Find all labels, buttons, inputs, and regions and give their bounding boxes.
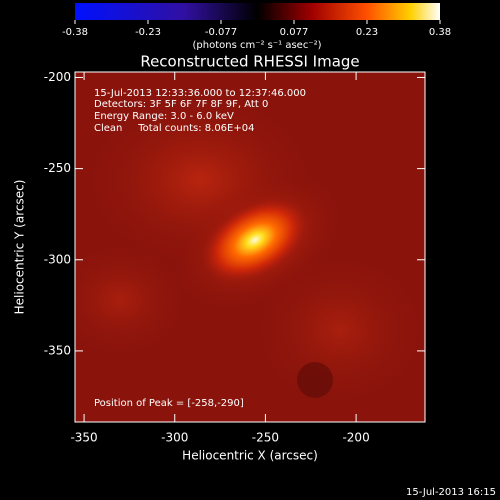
colorbar-tick-label: -0.38 xyxy=(62,27,88,38)
colorbar-tick-label: 0.38 xyxy=(429,27,451,38)
x-tick-label: -300 xyxy=(161,431,188,445)
y-tick-label: -300 xyxy=(44,252,71,266)
colorbar xyxy=(75,3,440,20)
chart-title: Reconstructed RHESSI Image xyxy=(140,53,359,71)
x-tick-label: -350 xyxy=(70,431,97,445)
image xyxy=(75,72,425,422)
y-axis-label: Heliocentric Y (arcsec) xyxy=(13,180,27,315)
colorbar-label: (photons cm⁻² s⁻¹ asec⁻²) xyxy=(192,40,321,51)
x-tick-label: -200 xyxy=(342,431,369,445)
y-tick-label: -200 xyxy=(44,70,71,84)
colorbar-tick-label: 0.23 xyxy=(356,27,378,38)
y-tick-label: -250 xyxy=(44,161,71,175)
plot-frame xyxy=(74,71,426,423)
y-tick-label: -350 xyxy=(44,343,71,357)
annotation: Clean Total counts: 8.06E+04 xyxy=(94,123,254,134)
colorbar-tick-label: -0.077 xyxy=(205,27,237,38)
annotation: Energy Range: 3.0 - 6.0 keV xyxy=(94,111,234,122)
x-tick-label: -250 xyxy=(252,431,279,445)
annotation: Detectors: 3F 5F 6F 7F 8F 9F, Att 0 xyxy=(94,99,268,110)
x-axis-label: Heliocentric X (arcsec) xyxy=(182,449,318,463)
annotation: 15-Jul-2013 12:33:36.000 to 12:37:46.000 xyxy=(94,88,306,99)
colorbar-tick-label: -0.23 xyxy=(135,27,161,38)
peak-label: Position of Peak = [-258,-290] xyxy=(94,398,244,409)
footer: 15-Jul-2013 16:15 xyxy=(406,487,496,498)
colorbar-tick-label: 0.077 xyxy=(280,27,309,38)
